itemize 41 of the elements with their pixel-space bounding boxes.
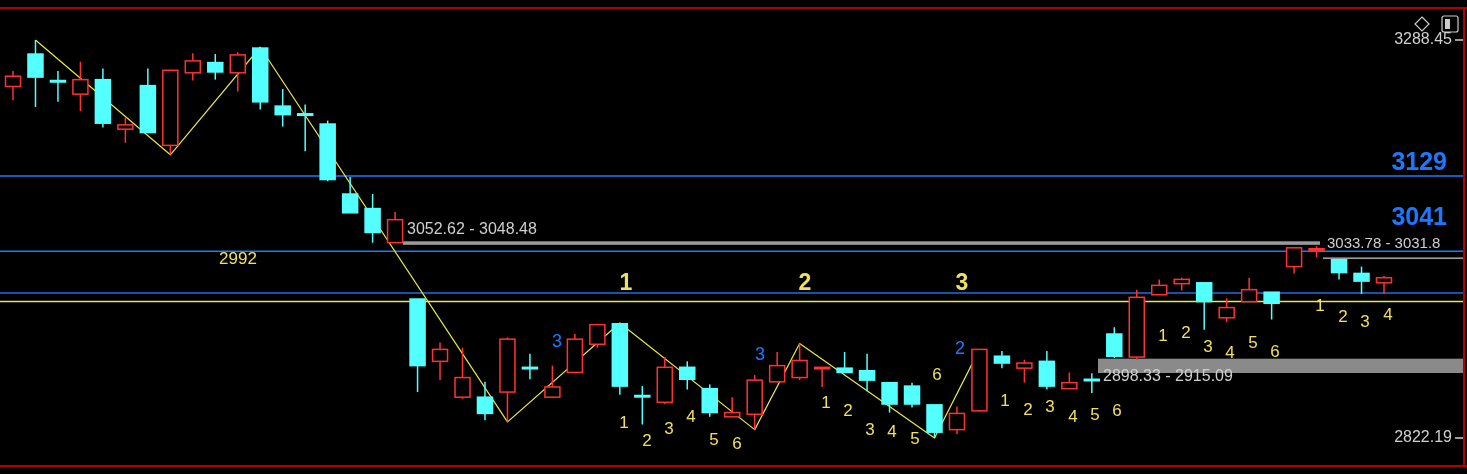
ref-line-label: 3129 [1391,147,1447,176]
ref-line-label: 3041 [1391,202,1448,231]
annotation: 6 [1270,342,1280,361]
annotation: 3 [865,420,875,439]
annotation: 6 [1112,401,1122,420]
annotation: 4 [1225,343,1235,362]
annotation: 2 [843,401,853,420]
annotation: 5 [709,430,719,449]
annotation: 3 [1360,312,1370,331]
annotation: 2 [798,269,812,295]
annotation: 1 [1158,326,1168,345]
band-label: 3033.78 - 3031.8 [1327,234,1441,252]
annotation: 2 [1023,400,1033,419]
annotation: 2 [954,338,966,358]
annotation: 4 [686,407,696,426]
annotation: 1 [1000,391,1010,410]
annotation: 2 [642,431,652,450]
annotation: 3 [1203,337,1213,356]
annotation: 1 [619,413,629,432]
annotation: 2 [1338,307,1348,326]
annotation: 1 [821,393,831,412]
annotation: 1 [1315,296,1325,315]
band-label: 3052.62 - 3048.48 [407,220,537,238]
annotation: 4 [887,422,897,441]
annotation: 3 [754,344,766,364]
annotation: 3 [664,419,674,438]
annotation: 5 [1090,405,1100,424]
y-tick-label: 2822.19 [1394,428,1453,446]
annotation: 4 [1383,305,1393,324]
annotation: 2992 [219,249,257,268]
annotation: 2 [1181,323,1191,342]
annotation: 4 [1068,407,1078,426]
annotation: 3 [551,331,563,351]
annotation: 6 [932,365,942,384]
annotation: 3 [955,269,969,295]
y-tick-label: 3288.45 [1394,30,1453,48]
annotation: 6 [732,434,742,453]
annotation: 1 [619,269,633,295]
annotation: 5 [1248,333,1258,352]
annotation: 5 [910,429,920,448]
annotation: 3 [1045,397,1055,416]
